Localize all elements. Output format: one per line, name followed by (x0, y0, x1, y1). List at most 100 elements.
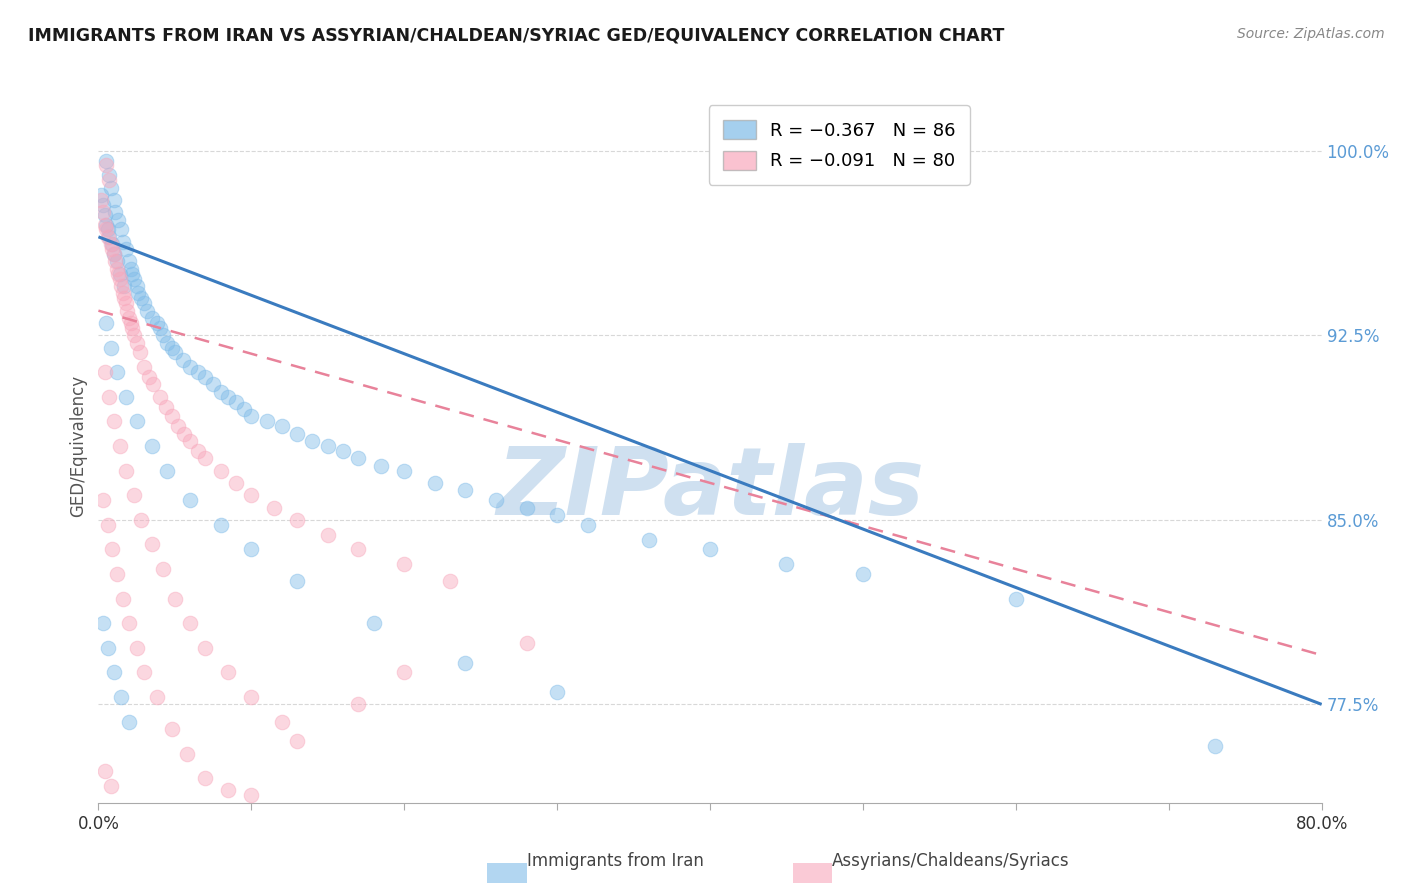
Point (94, 316, 117, 330)
Point (145, 690, 167, 704)
Point (263, 500, 285, 515)
Point (94, 153, 117, 168)
Point (240, 488, 263, 502)
Point (546, 508, 568, 522)
Point (97, 640, 120, 655)
Point (194, 771, 217, 785)
Point (104, 205, 127, 219)
Point (775, 557, 797, 571)
Point (699, 542, 721, 557)
Point (637, 533, 661, 547)
Point (173, 426, 195, 441)
Point (209, 464, 232, 478)
Point (105, 254, 128, 268)
Point (160, 341, 183, 355)
Point (100, 237, 122, 252)
Point (179, 616, 201, 631)
Point (94, 159, 117, 173)
Point (240, 789, 263, 803)
Point (91, 198, 114, 212)
Point (134, 665, 156, 680)
Point (120, 261, 142, 276)
Point (121, 267, 143, 281)
Point (439, 574, 461, 589)
Point (141, 439, 163, 453)
Text: Immigrants from Iran: Immigrants from Iran (526, 852, 703, 870)
Point (112, 279, 135, 293)
Point (122, 271, 145, 285)
Point (163, 591, 186, 606)
Point (270, 714, 292, 729)
Point (163, 345, 186, 359)
Point (93, 208, 115, 222)
Point (115, 464, 138, 478)
Point (167, 419, 190, 434)
Point (103, 247, 125, 261)
Point (125, 414, 148, 428)
Point (546, 685, 568, 699)
Text: Assyrians/Chaldeans/Syriacs: Assyrians/Chaldeans/Syriacs (832, 852, 1070, 870)
Point (110, 690, 132, 704)
Point (516, 636, 538, 650)
Point (91, 616, 114, 631)
Point (118, 311, 141, 326)
Point (179, 360, 201, 375)
Point (128, 345, 150, 359)
Point (176, 747, 198, 761)
Point (120, 316, 142, 330)
Point (141, 537, 163, 551)
Point (110, 222, 132, 236)
Point (98, 169, 121, 183)
Point (110, 279, 132, 293)
Point (194, 370, 217, 384)
Legend: R = −0.367   N = 86, R = −0.091   N = 80: R = −0.367 N = 86, R = −0.091 N = 80 (709, 105, 970, 185)
Point (240, 542, 263, 557)
Point (370, 458, 392, 473)
Point (179, 493, 201, 508)
Point (240, 409, 263, 424)
Point (111, 235, 134, 249)
Text: Source: ZipAtlas.com: Source: ZipAtlas.com (1237, 27, 1385, 41)
Point (160, 409, 183, 424)
Point (149, 321, 172, 335)
Point (127, 286, 149, 301)
Point (423, 475, 446, 490)
Point (98, 390, 121, 404)
Point (209, 384, 232, 399)
Point (97, 222, 120, 236)
Point (156, 464, 179, 478)
Point (104, 254, 127, 268)
Point (105, 261, 128, 276)
Point (107, 212, 129, 227)
Point (155, 400, 177, 414)
Point (156, 335, 179, 350)
Point (142, 377, 165, 392)
Point (101, 242, 124, 256)
Point (138, 370, 160, 384)
Point (129, 291, 152, 305)
Point (141, 311, 163, 326)
Point (125, 335, 148, 350)
Point (285, 513, 308, 527)
Point (225, 475, 247, 490)
Point (145, 316, 167, 330)
Point (256, 414, 278, 428)
Point (347, 451, 370, 466)
Point (101, 237, 124, 252)
Text: IMMIGRANTS FROM IRAN VS ASSYRIAN/CHALDEAN/SYRIAC GED/EQUIVALENCY CORRELATION CHA: IMMIGRANTS FROM IRAN VS ASSYRIAN/CHALDEA… (28, 27, 1004, 45)
Point (217, 390, 239, 404)
Point (217, 783, 239, 797)
Point (187, 444, 209, 458)
Point (316, 439, 339, 453)
Point (347, 542, 370, 557)
Point (91, 493, 114, 508)
Point (392, 464, 416, 478)
Point (240, 690, 263, 704)
Text: ZIPatlas: ZIPatlas (496, 442, 924, 535)
Point (332, 444, 354, 458)
Point (111, 286, 134, 301)
Point (194, 451, 217, 466)
Point (347, 698, 370, 712)
Point (485, 493, 508, 508)
Point (100, 779, 122, 793)
